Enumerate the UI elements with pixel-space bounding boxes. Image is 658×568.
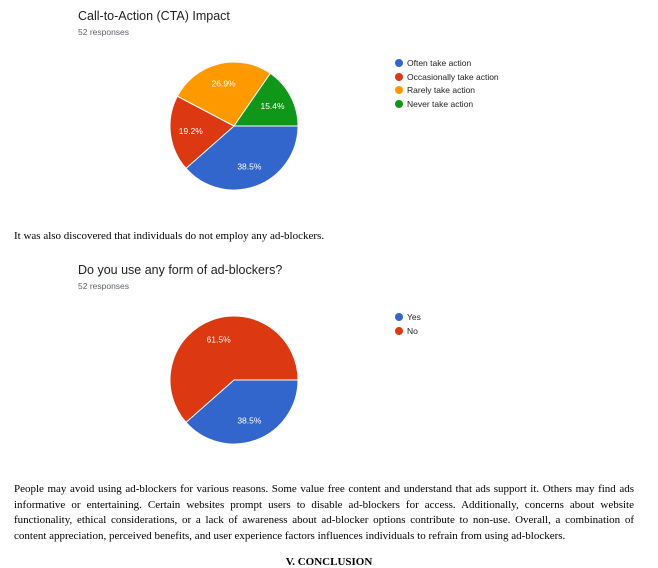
adblock-chart-responses: 52 responses — [78, 281, 130, 291]
pie-data-label: 19.2% — [179, 126, 204, 136]
legend-item: Yes — [395, 310, 421, 324]
legend-dot-icon — [395, 326, 403, 335]
cta-chart-responses: 52 responses — [78, 27, 130, 37]
legend-dot-icon — [395, 72, 403, 81]
legend-dot-icon — [395, 58, 403, 67]
adblocker-paragraph: People may avoid using ad-blockers for v… — [14, 483, 634, 542]
legend-label: Rarely take action — [407, 85, 476, 96]
conclusion-heading: V. CONCLUSION — [285, 556, 373, 568]
cta-pie-chart: 38.5% 19.2% 26.9% 15.4% — [169, 61, 299, 191]
cta-chart-title: Call-to-Action (CTA) Impact — [78, 9, 230, 23]
legend-item: No — [395, 324, 421, 338]
pie-slice-rarely-take-action — [176, 61, 272, 127]
pie-slice-yes — [185, 379, 299, 445]
pie-slice-no — [169, 315, 299, 424]
pie-slice-occasionally-take-action — [169, 95, 235, 170]
adblock-chart-title: Do you use any form of ad-blockers? — [78, 263, 283, 277]
legend-label: No — [407, 325, 418, 336]
legend-label: Never take action — [407, 98, 474, 109]
legend-item: Rarely take action — [395, 83, 499, 97]
pie-data-label: 26.9% — [212, 79, 237, 89]
adblock-legend: Yes No — [395, 310, 421, 337]
legend-dot-icon — [395, 312, 403, 321]
legend-dot-icon — [395, 99, 403, 108]
pie-slice-never-take-action — [233, 72, 299, 127]
legend-label: Often take action — [407, 57, 472, 68]
pie-slice-often-take-action — [185, 125, 299, 191]
legend-label: Yes — [407, 311, 421, 322]
legend-item: Never take action — [395, 97, 499, 111]
legend-label: Occasionally take action — [407, 71, 499, 82]
cta-legend: Often take action Occasionally take actio… — [395, 56, 499, 111]
legend-item: Occasionally take action — [395, 70, 499, 84]
pie-data-label: 38.5% — [237, 162, 262, 172]
adblock-pie-chart: 38.5% 61.5% — [169, 315, 299, 445]
pie-data-label: 38.5% — [237, 416, 262, 426]
adblocker-sentence: It was also discovered that individuals … — [14, 230, 325, 242]
legend-dot-icon — [395, 86, 403, 95]
pie-data-label: 61.5% — [207, 334, 232, 344]
legend-item: Often take action — [395, 56, 499, 70]
pie-data-label: 15.4% — [260, 101, 285, 111]
